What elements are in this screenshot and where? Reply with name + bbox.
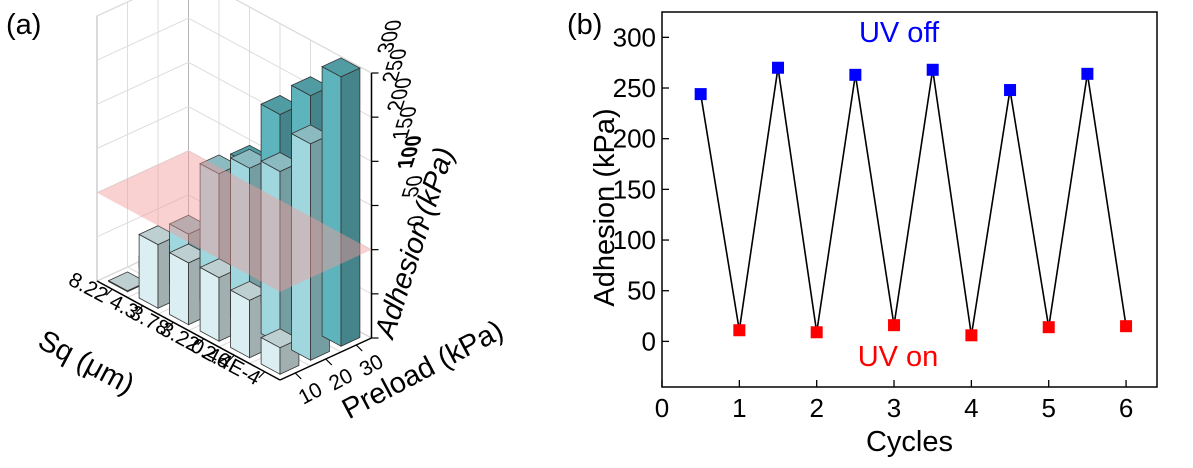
bar-face-front-left [199,266,220,342]
bar-face-front-left [230,289,250,359]
panel-b-cycle-chart: 0 1 2 3 4 5 6 0 50 100 150 200 250 300 Cycles Adhesion … [567,9,1158,458]
x-tick-label: 1 [732,393,746,423]
panel-b-label: (b) [567,9,602,41]
plot-frame [661,11,1158,388]
y-tick-label: 100 [613,225,656,255]
y-tick-label: 200 [613,124,656,154]
bar-face-top [321,57,361,78]
uv-on-point [888,319,901,332]
sq-axis-label: Sq (μm) [33,324,140,401]
sq-tick [197,338,205,346]
preload-tick-label: 10 [295,378,326,409]
y-tick-label: 0 [642,326,656,356]
uv-off-annotation: UV off [859,17,940,49]
uv-off-point [772,61,785,74]
x-tick-label: 5 [1041,393,1055,423]
uv-on-point [733,324,746,337]
x-tick-label: 0 [655,393,669,423]
threshold-plane [97,150,372,292]
uv-on-point [1120,320,1133,333]
sq-tick [136,305,144,313]
x-axis-label: Cycles [866,426,953,458]
y-tick-label: 300 [613,22,656,52]
y-axis-label: Adhesion (kPa) [589,108,621,306]
bar-face-front-right [340,67,361,347]
bar-face-front-left [321,65,342,347]
preload-tick [355,344,363,352]
y-tick-label: 150 [613,174,656,204]
sq-axis-line [96,280,281,381]
x-tick-label: 4 [964,393,978,423]
sq-tick [105,288,113,296]
x-tick-label: 2 [809,393,823,423]
sq-tick [258,371,266,379]
bar-face-front-left [138,233,159,309]
z-tick-label: 50 [396,175,429,198]
sq-tick [166,321,174,329]
z-tick-label: 300 [371,19,408,53]
z-axis-label: Adhesion (kPa) [368,143,460,343]
uv-off-point [1004,84,1017,97]
z-tick-label: 0 [401,215,430,227]
uv-off-point [1081,67,1094,80]
preload-tick [325,358,333,366]
x-tick-label: 3 [887,393,901,423]
y-tick-label: 50 [627,276,656,306]
uv-off-point [694,88,707,101]
x-tick-label: 6 [1119,393,1133,423]
sq-tick [227,354,235,362]
y-tick-label: 250 [613,73,656,103]
bar-face-front-left [169,251,189,326]
uv-on-point [810,326,823,339]
uv-on-point [1042,321,1055,334]
cycle-line [699,67,1127,336]
preload-tick [294,372,302,380]
uv-off-point [926,63,939,76]
bar-3d [321,57,361,347]
uv-on-annotation: UV on [858,341,939,373]
panel-a-label: (a) [6,9,41,41]
uv-off-point [849,68,862,81]
uv-on-point [965,329,978,342]
